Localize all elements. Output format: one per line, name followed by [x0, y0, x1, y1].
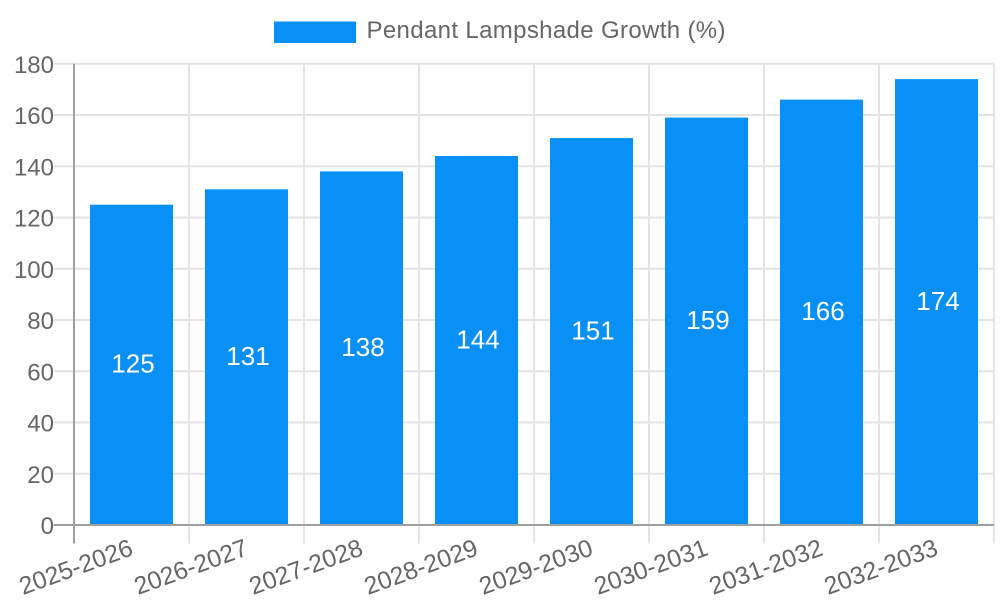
svg-text:140: 140: [14, 154, 54, 181]
svg-text:120: 120: [14, 206, 54, 233]
svg-text:125: 125: [111, 349, 154, 379]
svg-text:166: 166: [801, 296, 844, 326]
svg-text:144: 144: [456, 324, 499, 354]
svg-text:174: 174: [916, 286, 959, 316]
svg-text:138: 138: [341, 332, 384, 362]
svg-text:160: 160: [14, 103, 54, 130]
svg-text:20: 20: [27, 462, 54, 489]
svg-text:159: 159: [686, 305, 729, 335]
svg-text:131: 131: [226, 341, 269, 371]
svg-text:60: 60: [27, 359, 54, 386]
svg-text:80: 80: [27, 308, 54, 335]
svg-text:40: 40: [27, 411, 54, 438]
svg-text:151: 151: [571, 315, 614, 345]
svg-text:100: 100: [14, 257, 54, 284]
svg-text:Pendant Lampshade Growth (%): Pendant Lampshade Growth (%): [367, 17, 726, 44]
svg-text:0: 0: [41, 513, 54, 540]
svg-text:180: 180: [14, 52, 54, 79]
